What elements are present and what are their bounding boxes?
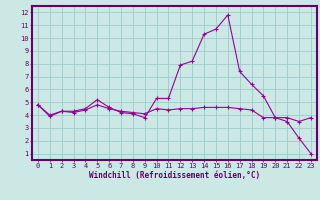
X-axis label: Windchill (Refroidissement éolien,°C): Windchill (Refroidissement éolien,°C) (89, 171, 260, 180)
